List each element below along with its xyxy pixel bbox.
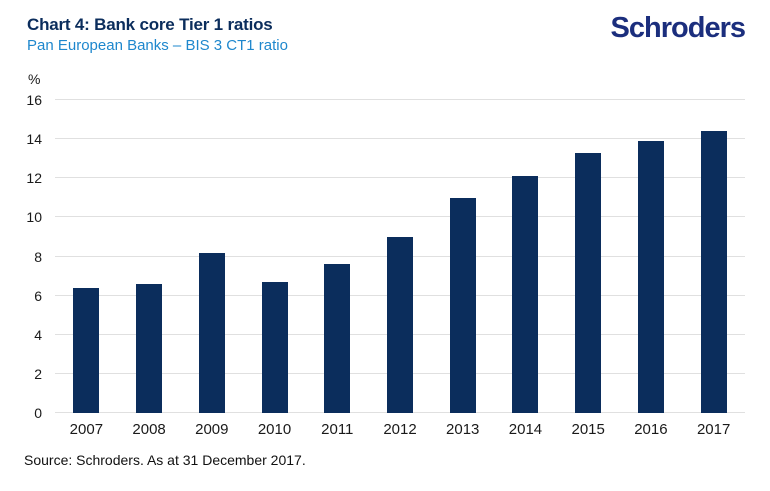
- bar-2008: [136, 283, 163, 413]
- y-tick-label-12: 12: [26, 170, 42, 187]
- bar-2011: [324, 264, 351, 413]
- x-tick-label-2011: 2011: [321, 421, 354, 438]
- bar-2014: [512, 176, 539, 413]
- x-tick-label-2017: 2017: [696, 421, 731, 438]
- bar-2015: [575, 152, 602, 413]
- x-tick-label-2015: 2015: [571, 421, 605, 438]
- x-tick-label-2012: 2012: [383, 421, 417, 438]
- bar-2016: [637, 141, 664, 413]
- y-tick-label-4: 4: [34, 326, 42, 343]
- source-note: Source: Schroders. As at 31 December 201…: [24, 452, 306, 468]
- bar-2012: [387, 236, 413, 413]
- x-tick-label-2016: 2016: [634, 421, 668, 438]
- x-tick-label-2010: 2010: [257, 421, 292, 438]
- x-tick-label-2013: 2013: [446, 421, 480, 438]
- x-tick-label-2007: 2007: [69, 421, 104, 438]
- y-tick-label-8: 8: [34, 248, 42, 265]
- plot-area: 0 2 4 6 8 10 12 14 16 2007 2008 2009 2010 2011 2012 201…: [26, 93, 745, 438]
- y-tick-label-2: 2: [34, 365, 42, 382]
- gridline-12: [55, 177, 745, 179]
- bar-2013: [449, 197, 476, 413]
- y-tick-label-14: 14: [26, 131, 42, 148]
- bar-2009: [198, 252, 225, 413]
- x-tick-label-2008: 2008: [132, 421, 166, 438]
- gridline-16: [55, 99, 745, 100]
- x-tick-label-2009: 2009: [195, 421, 229, 438]
- bar-2007: [73, 287, 100, 413]
- chart-title: Chart 4: Bank core Tier 1 ratios: [27, 15, 273, 34]
- gridline-10: [55, 216, 745, 218]
- y-tick-label-6: 6: [34, 287, 42, 304]
- schroders-logo: Schroders: [610, 12, 746, 44]
- bar-2017: [700, 131, 727, 413]
- chart-subtitle: Pan European Banks – BIS 3 CT1 ratio: [27, 37, 288, 54]
- bar-2010: [261, 281, 288, 413]
- y-tick-label-10: 10: [26, 209, 42, 226]
- y-axis-unit-label: %: [28, 71, 41, 87]
- gridline-14: [55, 138, 745, 140]
- x-tick-label-2014: 2014: [508, 421, 543, 438]
- y-tick-label-16: 16: [26, 92, 42, 108]
- y-tick-label-0: 0: [34, 405, 42, 421]
